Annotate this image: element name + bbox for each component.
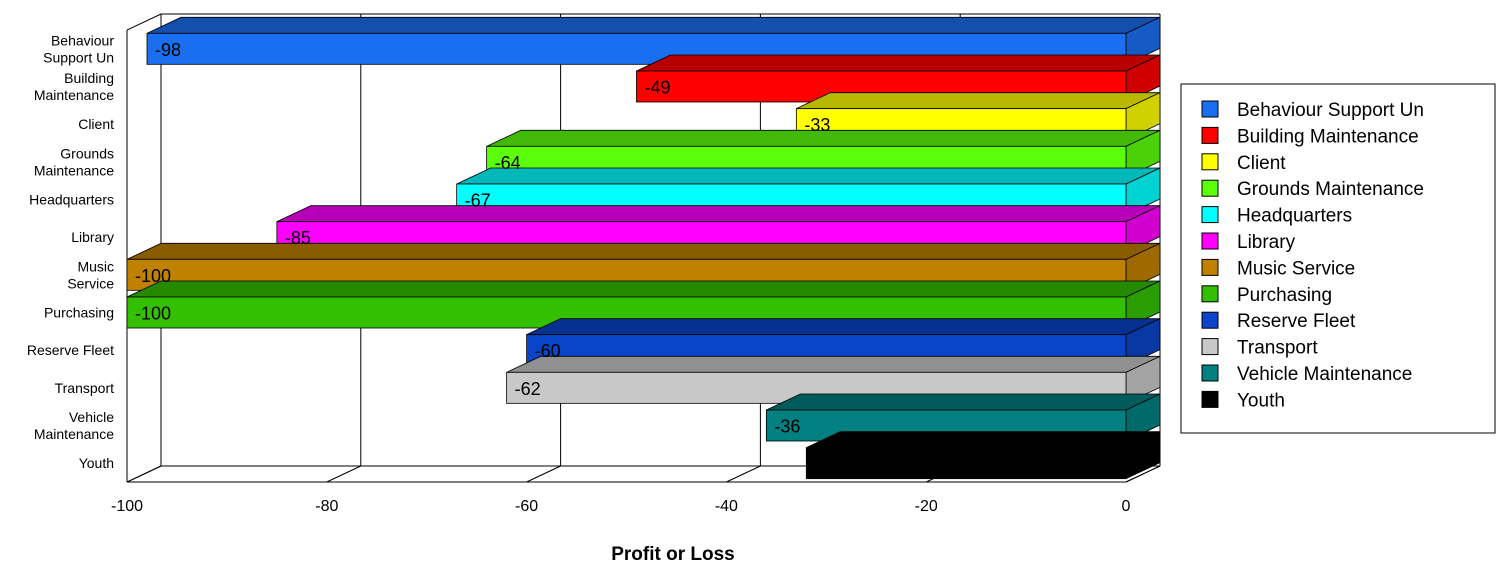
- bar-top-face: [126, 280, 1161, 298]
- legend-swatch: [1201, 364, 1219, 382]
- category-label: Purchasing: [44, 305, 114, 321]
- category-label: Vehicle Maintenance: [34, 409, 114, 442]
- floor-gridline-2: [526, 465, 561, 483]
- legend-swatch: [1201, 100, 1219, 118]
- legend-swatch: [1201, 126, 1219, 144]
- category-label-line: Service: [67, 275, 114, 291]
- bar-value-label: -100: [135, 266, 171, 286]
- legend-swatch: [1201, 153, 1219, 171]
- category-label-line: Client: [78, 116, 114, 132]
- bar-youth: [805, 431, 1161, 480]
- floor-gridline-0: [126, 465, 162, 483]
- x-axis-ticks: -100 -80 -60 -40 -20 0: [111, 498, 1131, 515]
- legend-label: Client: [1237, 153, 1286, 174]
- bar-value-label: -49: [644, 78, 670, 98]
- floor-gridline-1: [326, 465, 362, 483]
- bar-value-label: -60: [535, 341, 561, 361]
- category-label: Youth: [79, 455, 114, 471]
- legend-label: Behaviour Support Un: [1237, 100, 1424, 121]
- legend-swatch: [1201, 338, 1219, 356]
- bar-top-face: [456, 167, 1161, 185]
- legend-label: Vehicle Maintenance: [1237, 364, 1412, 385]
- bar-value-label: -100: [135, 304, 171, 324]
- floor-gridline-5: [1125, 465, 1161, 483]
- x-tick-label: -80: [315, 498, 338, 515]
- value-labels: -98 -49 -33 -64-67 -85 -100 -100 -60 -62 -36: [135, 40, 830, 437]
- bar-value-label: -36: [774, 417, 800, 437]
- category-label: Grounds Maintenance: [34, 145, 114, 178]
- category-label-line: Reserve Fleet: [27, 342, 114, 358]
- x-tick-label: -40: [715, 498, 738, 515]
- x-axis-title: Profit or Loss: [611, 544, 735, 565]
- legend-swatch: [1201, 285, 1219, 303]
- category-label-line: Building: [64, 70, 114, 86]
- bar-front-face: [805, 447, 1127, 480]
- floor-gridline-3: [726, 465, 761, 483]
- category-label-line: Maintenance: [34, 87, 114, 103]
- legend-swatch: [1201, 179, 1219, 197]
- legend-label: Purchasing: [1237, 285, 1332, 306]
- legend-label: Transport: [1237, 338, 1318, 359]
- bar-value-label: -98: [155, 40, 181, 60]
- bars: [126, 16, 1161, 480]
- bar-value-label: -33: [804, 115, 830, 135]
- legend-swatch: [1201, 232, 1219, 250]
- category-label-line: Headquarters: [29, 192, 114, 208]
- legend-label: Reserve Fleet: [1237, 311, 1356, 332]
- legend-swatch: [1201, 258, 1219, 276]
- bar-top-face: [806, 431, 1161, 449]
- category-label-line: Music: [77, 258, 114, 274]
- category-label-line: Youth: [79, 455, 114, 471]
- category-label: Music Service: [67, 258, 114, 291]
- bar-top-face: [766, 393, 1161, 411]
- category-label: Headquarters: [29, 192, 114, 208]
- category-label-line: Behaviour: [51, 32, 114, 48]
- legend-swatch: [1201, 206, 1219, 224]
- category-label: Transport: [55, 380, 115, 396]
- bar-behaviour-support-un: [146, 16, 1161, 65]
- legend-label: Music Service: [1237, 258, 1355, 279]
- category-label: Reserve Fleet: [27, 342, 114, 358]
- category-label: Behaviour Support Un: [43, 32, 114, 65]
- legend-box: [1180, 83, 1496, 434]
- legend: Behaviour Support Un Building Maintenance…: [1180, 83, 1496, 434]
- legend-label: Grounds Maintenance: [1237, 179, 1424, 200]
- legend-swatch: [1201, 311, 1219, 329]
- category-label-line: Vehicle: [69, 409, 114, 425]
- category-label: Building Maintenance: [34, 70, 114, 103]
- legend-label: Headquarters: [1237, 206, 1352, 227]
- bar-value-label: -85: [285, 228, 311, 248]
- x-tick-label: -60: [515, 498, 538, 515]
- bar-top-face: [276, 205, 1161, 223]
- bar-top-face: [796, 92, 1161, 110]
- category-label-line: Library: [71, 229, 114, 245]
- category-label-line: Transport: [55, 380, 115, 396]
- legend-label: Library: [1237, 232, 1296, 253]
- category-label-line: Purchasing: [44, 305, 114, 321]
- bar-top-face: [126, 242, 1161, 260]
- bar-value-label: -64: [495, 153, 521, 173]
- category-label-line: Maintenance: [34, 426, 114, 442]
- category-label-line: Grounds: [60, 145, 114, 161]
- bar-value-label: -67: [465, 191, 491, 211]
- x-tick-label: -20: [915, 498, 938, 515]
- x-tick-label: 0: [1122, 498, 1131, 515]
- bar-top-face: [146, 16, 1161, 34]
- legend-label: Youth: [1237, 390, 1285, 411]
- legend-swatch: [1201, 390, 1219, 408]
- category-label: Client: [78, 116, 114, 132]
- category-label-line: Support Un: [43, 49, 114, 65]
- legend-label: Building Maintenance: [1237, 126, 1419, 147]
- x-tick-label: -100: [111, 498, 143, 515]
- category-label-line: Maintenance: [34, 162, 114, 178]
- bar-top-face: [526, 318, 1161, 336]
- bar-top-face: [506, 355, 1161, 373]
- category-label: Library: [71, 229, 114, 245]
- bar-top-face: [636, 54, 1161, 72]
- bar-value-label: -62: [515, 379, 541, 399]
